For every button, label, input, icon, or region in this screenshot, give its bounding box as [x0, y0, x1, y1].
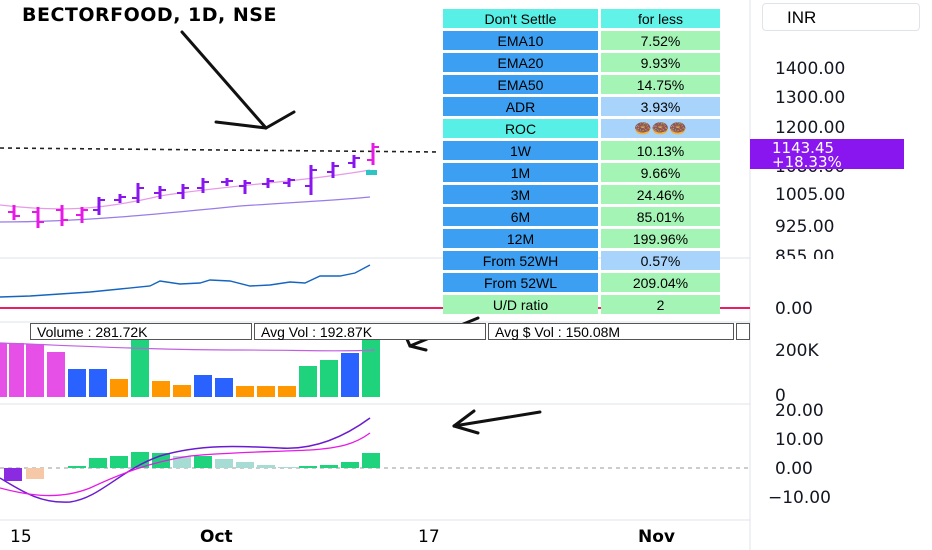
volume-average-line — [0, 342, 376, 352]
stats-value: 3.93% — [601, 97, 720, 116]
macd-axis-label: 0.00 — [775, 459, 813, 479]
marker-cyan — [366, 170, 377, 175]
stats-row: EMA20 9.93% — [443, 53, 720, 72]
price-axis-label: 1200.00 — [775, 118, 846, 138]
macd-line — [0, 417, 371, 503]
stats-label: 6M — [443, 207, 598, 226]
price-bars — [12, 143, 375, 228]
macd-axis-label: −10.00 — [768, 488, 831, 508]
macd-signal-line — [0, 432, 371, 497]
stats-row: EMA10 7.52% — [443, 31, 720, 50]
stats-row: From 52WL 209.04% — [443, 273, 720, 292]
price-axis-label: 855.00 — [775, 247, 835, 259]
last-price-dotted-line — [0, 147, 441, 153]
arrow-annotation-icon — [452, 409, 542, 435]
volume-label-overflow — [736, 323, 750, 340]
stats-value: 209.04% — [601, 273, 720, 292]
stats-row: EMA50 14.75% — [443, 75, 720, 94]
rs-axis-label: 0.00 — [775, 299, 813, 319]
volume-bars — [0, 330, 380, 397]
stats-value: 0.57% — [601, 251, 720, 270]
price-axis-label: 1005.00 — [775, 185, 846, 205]
price-axis-label: 1300.00 — [775, 88, 846, 108]
macd-axis-label: 10.00 — [775, 430, 824, 450]
volume-axis-label: 200K — [775, 341, 819, 361]
stats-label: 12M — [443, 229, 598, 248]
stats-header-row: Don't Settle for less — [443, 9, 720, 28]
stats-value: 10.13% — [601, 141, 720, 160]
stats-label: From 52WL — [443, 273, 598, 292]
macd-axis-label: 20.00 — [775, 401, 824, 421]
stats-label: 3M — [443, 185, 598, 204]
price-bar-ticks — [8, 146, 379, 223]
stats-row: 12M 199.96% — [443, 229, 720, 248]
price-axis-label: 1400.00 — [775, 59, 846, 79]
stats-label: U/D ratio — [443, 295, 598, 314]
stats-label: ADR — [443, 97, 598, 116]
donut-icon: 🍩🍩🍩 — [601, 119, 720, 138]
stats-row: 3M 24.46% — [443, 185, 720, 204]
time-axis-label: Oct — [200, 527, 233, 547]
time-axis-label: 17 — [418, 527, 440, 547]
stats-row: ADR 3.93% — [443, 97, 720, 116]
chart-title: BECTORFOOD, 1D, NSE — [22, 4, 277, 26]
stats-header-value: for less — [601, 9, 720, 28]
stats-label: EMA10 — [443, 31, 598, 50]
stats-label: From 52WH — [443, 251, 598, 270]
stats-value: 85.01% — [601, 207, 720, 226]
arrow-annotation-icon — [180, 30, 296, 130]
ema-line-purple — [0, 196, 371, 223]
last-price-value: 1143.45 — [772, 139, 835, 157]
time-axis-label: 15 — [10, 527, 32, 547]
rs-line — [0, 264, 371, 298]
stats-row: 6M 85.01% — [443, 207, 720, 226]
stats-label: EMA50 — [443, 75, 598, 94]
stats-value: 24.46% — [601, 185, 720, 204]
last-price-change: +18.33% — [772, 153, 842, 171]
stats-row: 1M 9.66% — [443, 163, 720, 182]
avg-volume-label: Avg Vol : 192.87K — [254, 323, 486, 340]
stats-value: 7.52% — [601, 31, 720, 50]
stats-label: ROC — [443, 119, 598, 138]
stats-label: 1W — [443, 141, 598, 160]
stats-table: Don't Settle for less EMA10 7.52% EMA20 9.… — [440, 6, 723, 317]
time-axis-label: Nov — [638, 527, 675, 547]
stats-row: 1W 10.13% — [443, 141, 720, 160]
volume-axis-label: 0 — [775, 386, 786, 406]
stats-value: 9.93% — [601, 53, 720, 72]
stats-value: 9.66% — [601, 163, 720, 182]
price-axis-label: 925.00 — [775, 217, 835, 237]
stats-row: ROC 🍩🍩🍩 — [443, 119, 720, 138]
stats-row: From 52WH 0.57% — [443, 251, 720, 270]
avg-dollar-volume-label: Avg $ Vol : 150.08M — [488, 323, 734, 340]
last-price-badge: 1143.45 +18.33% — [750, 139, 904, 171]
stats-header-label: Don't Settle — [443, 9, 598, 28]
ema-line-pink — [0, 169, 371, 210]
stats-row: U/D ratio 2 — [443, 295, 720, 314]
currency-selector[interactable]: INR — [762, 3, 920, 31]
stats-label: EMA20 — [443, 53, 598, 72]
stats-label: 1M — [443, 163, 598, 182]
volume-label: Volume : 281.72K — [30, 323, 252, 340]
stats-value: 2 — [601, 295, 720, 314]
stats-value: 199.96% — [601, 229, 720, 248]
stats-value: 14.75% — [601, 75, 720, 94]
